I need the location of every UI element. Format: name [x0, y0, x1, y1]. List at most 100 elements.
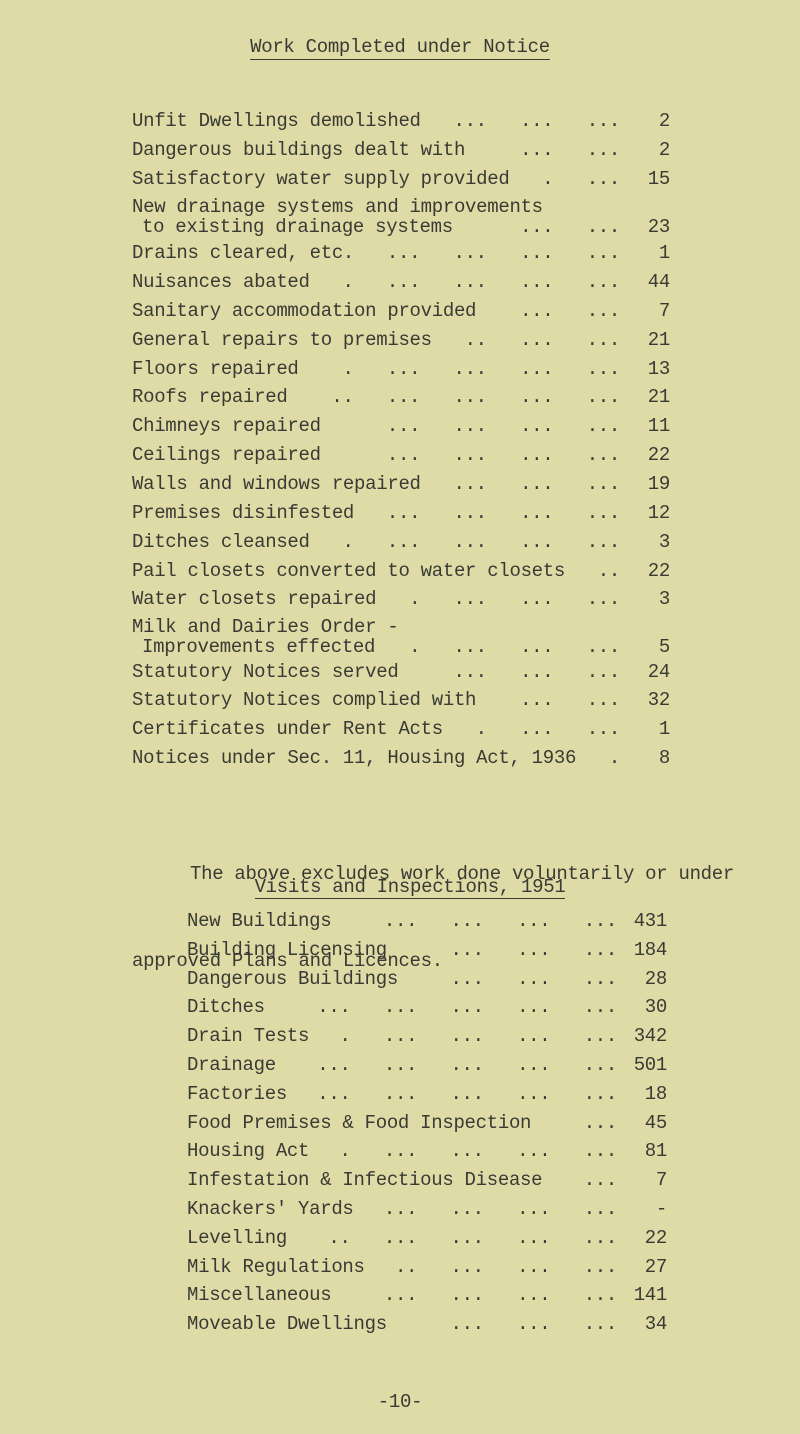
visit-row: Knackers' Yards ... ... ... ... - — [187, 1199, 667, 1221]
leader-dots: . ... ... ... — [409, 636, 620, 658]
visit-row: Infestation & Infectious Disease... 7 — [187, 1170, 667, 1192]
item-label: Dangerous buildings dealt with — [132, 139, 466, 161]
leader-dots: ... ... ... — [453, 473, 620, 495]
leader-dots: . ... ... ... ... — [342, 531, 620, 553]
item-count: 2 — [658, 139, 670, 161]
work-item-row: Dangerous buildings dealt with ... ... 2 — [132, 140, 670, 162]
visit-row: Food Premises & Food Inspection... 45 — [187, 1113, 667, 1135]
leader-dots: ... — [583, 1111, 618, 1134]
visit-row: Moveable Dwellings ... ... ... 34 — [187, 1314, 667, 1336]
page-number: -10- — [377, 1391, 423, 1413]
item-count: 12 — [647, 502, 671, 524]
item-label: Ditches cleansed — [132, 531, 310, 553]
work-item-row: Ceilings repaired ... ... ... ... 22 — [132, 445, 670, 467]
visit-row: Drain Tests . ... ... ... ... 342 — [187, 1026, 667, 1048]
visit-count: - — [655, 1198, 667, 1220]
visit-label: Miscellaneous — [187, 1284, 332, 1307]
item-count: 23 — [647, 216, 671, 238]
leader-dots: ... ... ... — [450, 1313, 617, 1336]
item-count: 13 — [647, 358, 671, 380]
leader-dots: . ... ... — [475, 718, 621, 740]
leader-dots: ... ... ... ... — [386, 444, 620, 466]
item-count: 22 — [647, 560, 671, 582]
item-label: Certificates under Rent Acts — [132, 718, 443, 740]
item-label: Unfit Dwellings demolished — [132, 110, 421, 132]
visit-row: Housing Act . ... ... ... ... 81 — [187, 1141, 667, 1163]
work-item-row: Premises disinfested ... ... ... ... 12 — [132, 503, 670, 525]
visit-label: Drain Tests — [187, 1025, 310, 1048]
leader-dots: ... ... ... ... ... — [317, 1054, 617, 1076]
leader-dots: ... ... — [520, 300, 620, 322]
visit-label: Levelling — [187, 1226, 287, 1249]
note-line: The above excludes work done voluntarily… — [190, 863, 734, 885]
visit-row: Building Licensing ... ... ... 184 — [187, 940, 667, 962]
leader-dots: ... — [583, 1169, 618, 1192]
visit-count: 501 — [633, 1054, 668, 1076]
visit-row: Ditches ... ... ... ... ... 30 — [187, 997, 667, 1019]
item-label: Premises disinfested — [132, 502, 355, 524]
item-count: 8 — [658, 747, 670, 769]
visit-count: 141 — [633, 1284, 668, 1307]
leader-dots: ... ... ... — [453, 110, 620, 132]
visit-count: 28 — [644, 967, 668, 990]
visit-count: 342 — [633, 1025, 668, 1048]
page-title: Work Completed under Notice — [250, 36, 550, 60]
work-item-row: Walls and windows repaired ... ... ... 19 — [132, 474, 670, 496]
leader-dots: . ... ... ... ... — [342, 358, 620, 380]
visit-label: Factories — [187, 1082, 287, 1105]
work-item-row: New drainage systems and improvements to … — [132, 197, 670, 239]
item-label: Milk and Dairies Order - — [132, 616, 399, 638]
leader-dots: .. — [597, 560, 621, 582]
note-line: approved Plans and Licences. — [132, 950, 443, 972]
leader-dots: ... ... ... ... — [383, 910, 617, 932]
leader-dots: ... ... ... ... — [386, 502, 620, 524]
item-count: 1 — [658, 718, 670, 740]
leader-dots: . — [608, 747, 620, 769]
visit-count: 27 — [644, 1255, 668, 1278]
visits-heading: Visits and Inspections, 1951 — [254, 876, 566, 899]
item-count: 3 — [658, 531, 670, 553]
visit-label: Moveable Dwellings — [187, 1313, 387, 1336]
item-count: 5 — [658, 636, 670, 658]
work-item-row: Roofs repaired .. ... ... ... ... 21 — [132, 387, 670, 409]
work-item-row: Chimneys repaired ... ... ... ... 11 — [132, 416, 670, 438]
visit-row: Drainage ... ... ... ... ... 501 — [187, 1055, 667, 1077]
item-label: Water closets repaired — [132, 588, 377, 610]
item-count: 21 — [647, 386, 671, 408]
visit-row: Milk Regulations .. ... ... ... 27 — [187, 1257, 667, 1279]
item-label: Notices under Sec. 11, Housing Act, 1936 — [132, 747, 577, 769]
leader-dots: . ... — [542, 168, 620, 190]
leader-dots: .. ... ... — [464, 329, 621, 351]
item-label-continued: to existing drainage systems — [142, 216, 453, 238]
work-item-row: Drains cleared, etc. ... ... ... ... 1 — [132, 243, 670, 265]
visit-count: 34 — [644, 1313, 668, 1336]
leader-dots: . ... ... ... ... — [339, 1140, 617, 1163]
leader-dots: .. ... ... ... ... — [328, 1226, 617, 1249]
item-count: 7 — [658, 300, 670, 322]
item-count: 21 — [647, 329, 671, 351]
visit-count: 431 — [633, 910, 668, 932]
visit-count: 18 — [644, 1082, 668, 1105]
leader-dots: . ... ... ... — [409, 588, 620, 610]
visit-count: 184 — [633, 938, 668, 961]
visit-row: Factories ... ... ... ... ... 18 — [187, 1084, 667, 1106]
leader-dots: .. ... ... ... ... — [331, 386, 620, 408]
work-item-row: Floors repaired . ... ... ... ... 13 — [132, 359, 670, 381]
visit-label: Drainage — [187, 1054, 276, 1076]
work-item-row: Sanitary accommodation provided ... ... 7 — [132, 301, 670, 323]
item-count: 11 — [647, 415, 671, 437]
visit-label: Housing Act — [187, 1140, 310, 1163]
visit-count: 30 — [644, 996, 668, 1019]
work-item-row: Satisfactory water supply provided . ... 1… — [132, 169, 670, 191]
visit-label: Building Licensing — [187, 938, 387, 961]
leader-dots: ... ... ... ... ... — [317, 1082, 617, 1105]
item-label: New drainage systems and improvements — [132, 196, 543, 218]
leader-dots: . ... ... ... ... — [339, 1025, 617, 1048]
leader-dots: ... ... — [520, 689, 620, 711]
leader-dots: . ... ... ... ... — [342, 271, 620, 293]
item-count: 24 — [647, 661, 671, 683]
item-label: Floors repaired — [132, 358, 299, 380]
visit-label: Food Premises & Food Inspection — [187, 1111, 532, 1134]
leader-dots: ... ... ... — [450, 938, 617, 961]
note-paragraph: The above excludes work done voluntarily… — [132, 802, 792, 1005]
